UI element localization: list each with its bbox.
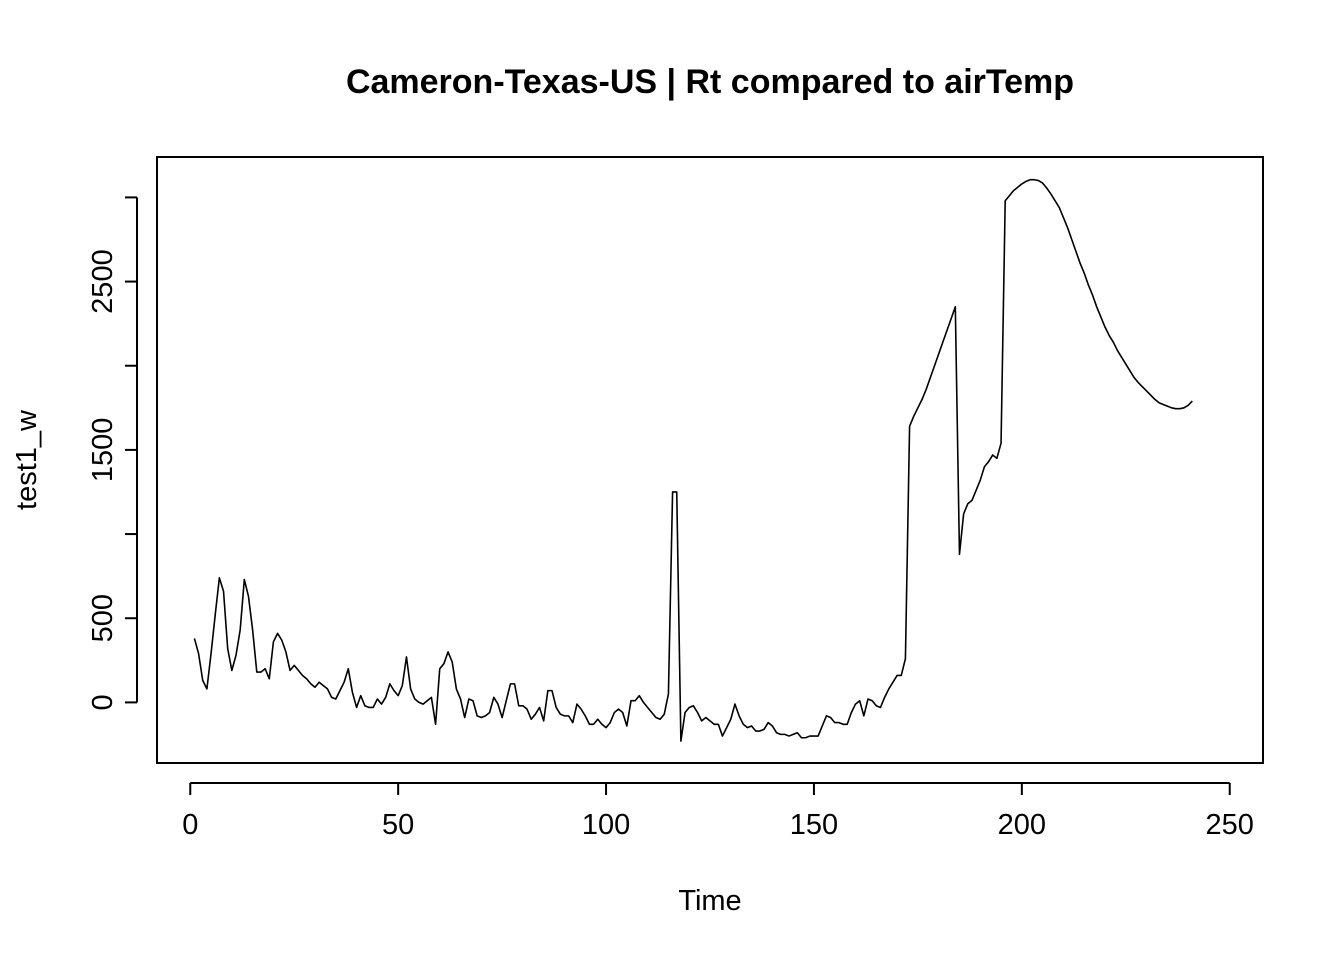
x-tick-label: 0 xyxy=(182,809,198,841)
x-axis: 0 50 100 150 200 250 xyxy=(182,782,1254,841)
x-tick-label: 200 xyxy=(998,809,1046,841)
series-line xyxy=(193,178,1193,742)
y-tick-label: 1500 xyxy=(87,418,119,483)
y-axis: 0 500 1500 2500 xyxy=(87,196,138,710)
x-tick-label: 150 xyxy=(790,809,838,841)
x-tick-label: 100 xyxy=(582,809,630,841)
x-tick-label: 50 xyxy=(382,809,414,841)
y-tick-label: 0 xyxy=(87,694,119,710)
y-axis-label: test1_w xyxy=(11,409,43,510)
y-tick-label: 500 xyxy=(87,594,119,642)
x-tick-label: 250 xyxy=(1206,809,1254,841)
chart-title: Cameron-Texas-US | Rt compared to airTem… xyxy=(346,63,1074,101)
y-tick-label: 2500 xyxy=(87,249,119,314)
x-axis-label: Time xyxy=(678,885,741,917)
plot-area-border xyxy=(156,156,1264,764)
